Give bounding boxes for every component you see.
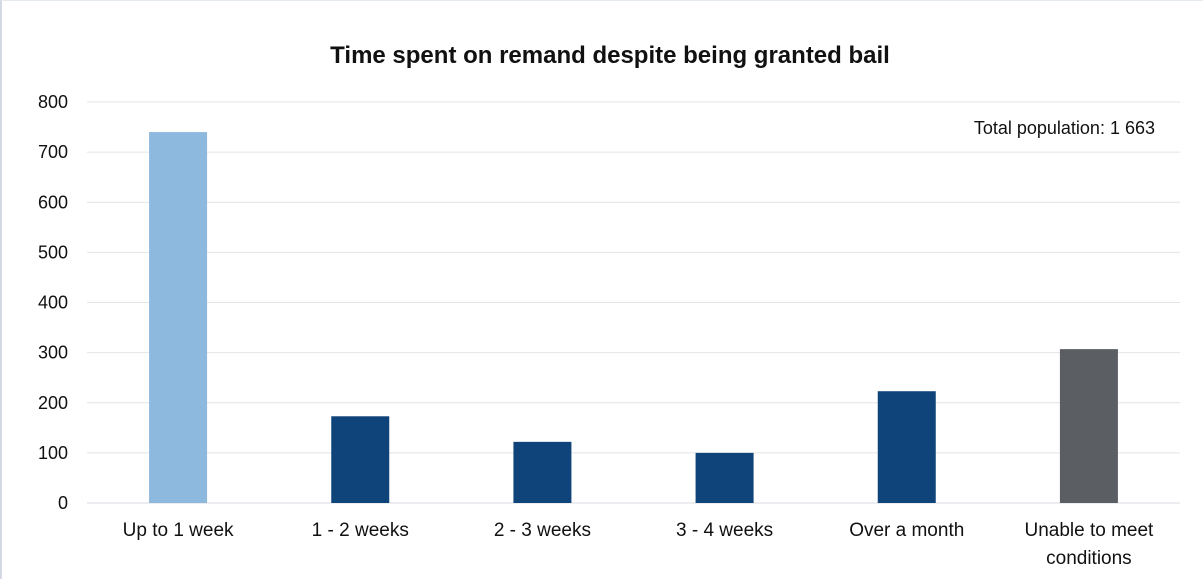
category-label-line: conditions: [1046, 548, 1132, 569]
bar: [695, 452, 754, 503]
bars: [149, 132, 1118, 503]
category-label-line: Unable to meet: [1024, 520, 1154, 541]
gridlines: [87, 101, 1180, 504]
y-tick-label: 500: [38, 242, 68, 262]
category-label-line: 2 - 3 weeks: [494, 520, 591, 541]
category-label: Up to 1 week: [123, 520, 234, 541]
category-label-line: Over a month: [849, 520, 964, 541]
total-population-note: Total population: 1 663: [974, 118, 1155, 138]
x-axis: Up to 1 week 1 - 2 weeks 2 - 3 weeks 3 - 4 …: [123, 520, 1154, 569]
chart-title: Time spent on remand despite being grant…: [330, 42, 890, 69]
bar: [1059, 349, 1118, 503]
bar: [513, 441, 572, 503]
bar: [331, 416, 390, 503]
category-label: 3 - 4 weeks: [676, 520, 773, 541]
category-label-line: Up to 1 week: [123, 520, 234, 541]
category-label-line: 1 - 2 weeks: [312, 520, 409, 541]
category-label: 1 - 2 weeks: [312, 520, 409, 541]
category-label-line: 3 - 4 weeks: [676, 520, 773, 541]
y-tick-label: 400: [38, 293, 68, 313]
category-label: Unable to meet conditions: [1024, 520, 1154, 569]
y-axis: 0 100 200 300 400 500 600 700 800: [38, 92, 68, 513]
y-tick-label: 300: [38, 343, 68, 363]
y-tick-label: 200: [38, 393, 68, 413]
y-tick-label: 800: [38, 92, 68, 112]
category-label: Over a month: [849, 520, 964, 541]
y-tick-label: 100: [38, 443, 68, 463]
bar: [149, 132, 208, 503]
category-label: 2 - 3 weeks: [494, 520, 591, 541]
y-tick-label: 600: [38, 192, 68, 212]
bar: [877, 391, 936, 503]
y-tick-label: 700: [38, 142, 68, 162]
y-tick-label: 0: [58, 493, 68, 513]
